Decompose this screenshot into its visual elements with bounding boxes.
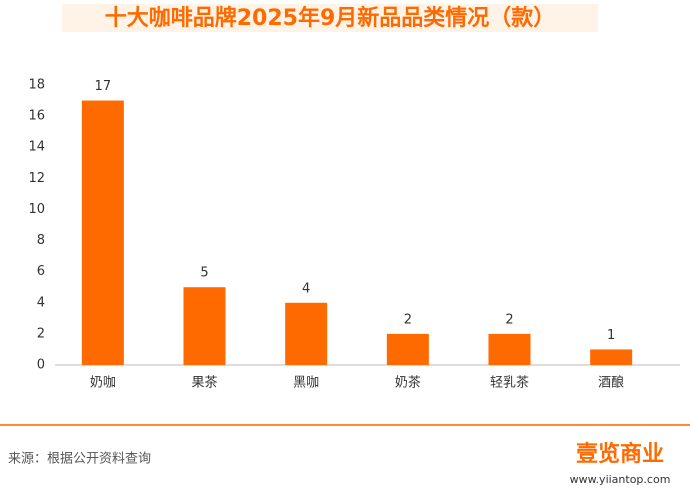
y-tick-label: 16 <box>28 109 45 124</box>
chart-title: 十大咖啡品牌2025年9月新品品类情况（款） <box>105 5 556 31</box>
value-label: 4 <box>302 281 310 296</box>
y-tick-label: 18 <box>28 78 45 93</box>
x-tick-label: 轻乳茶 <box>490 375 529 391</box>
y-tick-label: 12 <box>28 171 45 186</box>
y-tick-label: 2 <box>37 326 45 341</box>
bar <box>488 333 531 365</box>
value-label: 17 <box>95 79 112 94</box>
bar <box>183 287 226 365</box>
y-tick-label: 4 <box>37 295 45 310</box>
y-tick-label: 0 <box>37 358 45 373</box>
brand-logo: 壹览商业 <box>576 441 664 467</box>
bar <box>285 302 328 365</box>
x-tick-label: 酒酿 <box>598 375 624 391</box>
x-tick-label: 奶茶 <box>395 375 421 391</box>
value-label: 2 <box>505 312 513 327</box>
bar <box>81 100 124 366</box>
bar <box>590 349 633 365</box>
y-tick-label: 10 <box>28 202 45 217</box>
value-label: 2 <box>404 312 412 327</box>
y-tick-label: 14 <box>28 140 45 155</box>
y-tick-label: 8 <box>37 233 45 248</box>
y-tick-label: 6 <box>37 264 45 279</box>
source-note: 来源：根据公开资料查询 <box>8 452 151 467</box>
brand-url: www.yiiantop.com <box>570 473 671 486</box>
title-background <box>62 4 598 32</box>
value-label: 5 <box>200 266 208 281</box>
bar <box>386 333 429 365</box>
x-tick-label: 奶咖 <box>90 376 116 391</box>
x-tick-label: 果茶 <box>191 375 217 391</box>
x-tick-label: 黑咖 <box>293 376 319 391</box>
value-label: 1 <box>607 328 615 343</box>
